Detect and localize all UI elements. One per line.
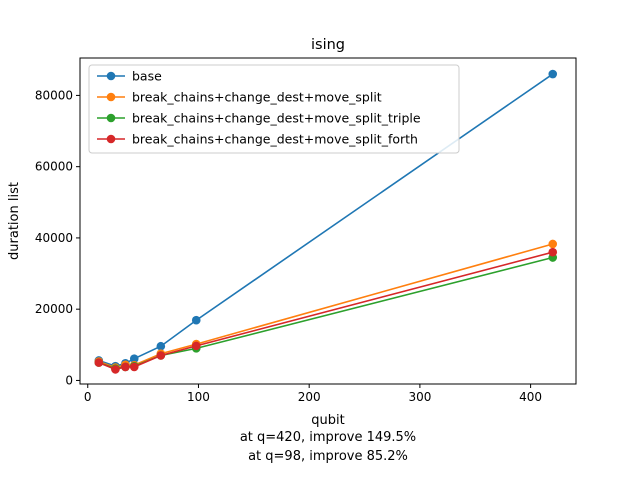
x-tick-label: 200 [298, 390, 321, 404]
legend-item: break_chains+change_dest+move_split_fort… [97, 132, 418, 147]
axes-frame [79, 57, 577, 385]
x-tick-label: 0 [84, 390, 92, 404]
y-tick-label: 20000 [35, 302, 73, 316]
legend-marker [106, 134, 116, 144]
legend-marker [106, 92, 116, 102]
data-point [111, 365, 120, 374]
legend: base break_chains+change_dest+move_splitb… [88, 64, 460, 154]
annotation-1: at q=420, improve 149.5% [240, 430, 416, 445]
legend-box [88, 64, 460, 154]
plot-area: 0 100 200 300 400 0 20000 40000 60000 80000 [35, 69, 558, 404]
x-tick-label: 100 [187, 390, 210, 404]
y-tick-label: 0 [65, 373, 73, 387]
legend-label: break_chains+change_dest+move_split_trip… [132, 111, 421, 126]
data-point [94, 358, 104, 367]
x-tick-label: 300 [408, 390, 431, 404]
data-point [129, 362, 139, 372]
x-axis-label: qubit [311, 413, 344, 428]
annotation-2: at q=98, improve 85.2% [248, 449, 408, 464]
y-axis-label: duration list [7, 182, 22, 260]
data-point [548, 69, 558, 79]
data-point [129, 354, 139, 364]
legend-item: base [97, 69, 162, 84]
data-point [191, 341, 201, 351]
legend-label: base [132, 69, 162, 84]
data-point [191, 315, 201, 325]
data-point [156, 341, 166, 351]
legend-label: break_chains+change_dest+move_split_fort… [132, 132, 418, 147]
data-point [548, 239, 558, 249]
legend-item: break_chains+change_dest+move_split_trip… [97, 111, 421, 126]
y-tick-label: 80000 [35, 88, 73, 102]
x-tick-label: 400 [519, 390, 542, 404]
legend-marker [106, 71, 116, 81]
data-point [548, 247, 558, 257]
data-point [121, 362, 130, 372]
data-point [156, 351, 166, 360]
series-3 [94, 247, 558, 374]
legend-marker [106, 113, 116, 123]
legend-item: break_chains+change_dest+move_split [97, 90, 382, 105]
chart-title: ising [311, 37, 345, 53]
y-tick-label: 40000 [35, 231, 73, 245]
legend-label: break_chains+change_dest+move_split [132, 90, 382, 105]
y-tick-label: 60000 [35, 160, 73, 174]
